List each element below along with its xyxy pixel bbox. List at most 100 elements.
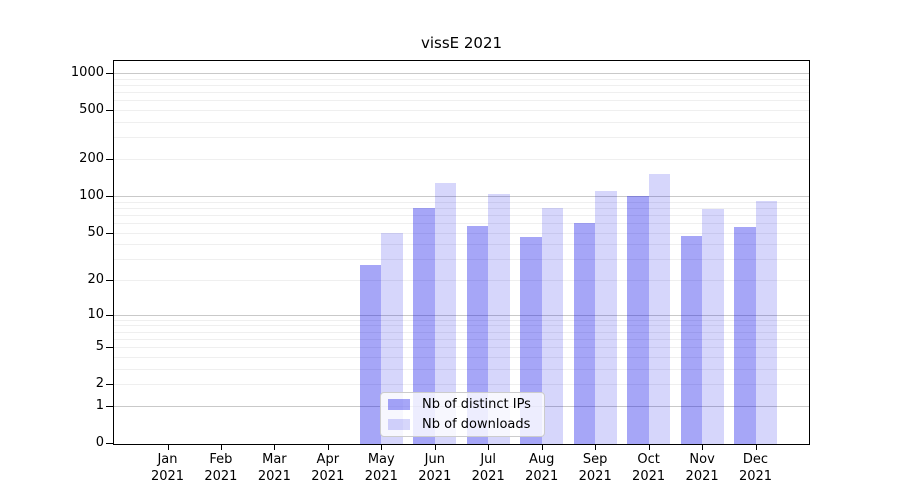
x-tick-mark xyxy=(541,445,543,450)
x-tick-mark xyxy=(327,445,329,450)
x-tick-month: Apr xyxy=(316,452,340,467)
x-tick-year: 2021 xyxy=(578,469,612,484)
x-tick-year: 2021 xyxy=(311,469,345,484)
minor-gridline xyxy=(114,201,809,203)
x-tick-mark xyxy=(274,445,276,450)
x-tick-month: Jul xyxy=(480,452,497,467)
minor-gridline xyxy=(114,325,809,327)
x-tick-month: Jun xyxy=(424,452,445,467)
minor-gridline xyxy=(114,159,809,160)
y-tick-label: 0 xyxy=(95,435,104,450)
y-tick-mark xyxy=(106,110,113,112)
x-tick-month: Oct xyxy=(637,452,660,467)
x-tick-year: 2021 xyxy=(418,469,452,484)
legend-swatch-distinct-ips xyxy=(388,399,410,410)
bar xyxy=(755,200,777,444)
x-tick-year: 2021 xyxy=(150,469,185,484)
bar xyxy=(488,193,510,444)
x-tick-label: Nov 2021 xyxy=(670,451,734,485)
legend: Nb of distinct IPs Nb of downloads xyxy=(380,392,545,437)
x-tick-year: 2021 xyxy=(471,469,505,484)
bar xyxy=(381,232,403,444)
x-tick-mark xyxy=(648,445,650,450)
x-tick-month: Sep xyxy=(582,452,608,467)
x-tick-year: 2021 xyxy=(204,469,238,484)
x-tick-mark xyxy=(167,445,169,450)
minor-gridline xyxy=(114,368,809,370)
x-tick-label: May 2021 xyxy=(349,451,413,485)
y-tick-label: 100 xyxy=(79,187,104,203)
x-tick-mark xyxy=(488,445,490,450)
y-tick-label: 20 xyxy=(87,272,104,287)
x-tick-month: May xyxy=(367,452,395,467)
x-tick-month: Nov xyxy=(689,452,715,467)
x-tick-label: Jul 2021 xyxy=(456,451,520,485)
y-tick-label: 1000 xyxy=(70,65,104,80)
minor-gridline xyxy=(114,319,809,321)
legend-swatch-downloads xyxy=(388,419,410,430)
x-tick-year: 2021 xyxy=(632,469,666,484)
bar xyxy=(702,209,724,444)
y-tick-label: 1 xyxy=(95,397,104,413)
minor-gridline xyxy=(114,137,809,139)
legend-item-distinct-ips: Nb of distinct IPs xyxy=(388,397,544,412)
plot-area xyxy=(113,60,810,445)
y-tick-label: 200 xyxy=(79,151,104,166)
minor-gridline xyxy=(114,244,809,246)
bar xyxy=(466,225,489,444)
legend-label-downloads: Nb of downloads xyxy=(422,417,531,432)
x-tick-month: Feb xyxy=(209,452,233,467)
bar xyxy=(541,207,564,444)
bar xyxy=(734,226,756,444)
y-tick-label: 500 xyxy=(79,102,104,118)
x-tick-month: Jan xyxy=(157,452,178,467)
x-tick-label: Jan 2021 xyxy=(136,451,200,485)
minor-gridline xyxy=(114,122,809,123)
y-tick-label: 50 xyxy=(87,224,104,240)
minor-gridline xyxy=(114,222,809,224)
y-tick-mark xyxy=(106,280,113,281)
bar xyxy=(413,208,435,444)
minor-gridline xyxy=(114,78,809,80)
y-tick-mark xyxy=(106,314,113,316)
y-tick-mark xyxy=(106,232,113,234)
y-tick-mark xyxy=(106,405,113,407)
minor-gridline xyxy=(114,110,809,112)
y-tick-mark xyxy=(106,73,113,74)
x-tick-mark xyxy=(595,445,597,450)
major-gridline xyxy=(114,73,809,74)
legend-label-distinct-ips: Nb of distinct IPs xyxy=(422,397,531,412)
x-tick-year: 2021 xyxy=(525,469,559,484)
minor-gridline xyxy=(114,232,809,234)
minor-gridline xyxy=(114,207,809,209)
x-tick-mark xyxy=(702,445,704,450)
x-tick-label: Dec 2021 xyxy=(724,451,788,485)
major-gridline xyxy=(114,314,809,316)
minor-gridline xyxy=(114,214,809,216)
bar xyxy=(680,235,703,444)
x-tick-month: Aug xyxy=(528,452,555,467)
y-tick-mark xyxy=(106,195,113,197)
minor-gridline xyxy=(114,356,809,358)
bar xyxy=(573,222,596,444)
x-tick-label: Mar 2021 xyxy=(242,451,306,485)
y-tick-mark xyxy=(106,384,113,386)
y-tick-mark xyxy=(106,159,113,160)
x-tick-year: 2021 xyxy=(685,469,719,484)
y-tick-label: 2 xyxy=(95,376,104,392)
y-tick-mark xyxy=(106,443,113,444)
x-tick-mark xyxy=(220,445,222,450)
x-tick-label: Sep 2021 xyxy=(563,451,627,485)
bar xyxy=(627,195,649,444)
bar xyxy=(434,182,457,444)
y-tick-mark xyxy=(106,347,113,349)
minor-gridline xyxy=(114,347,809,349)
x-tick-year: 2021 xyxy=(257,469,291,484)
y-tick-label: 10 xyxy=(87,306,104,322)
x-tick-label: Jun 2021 xyxy=(403,451,467,485)
x-tick-mark xyxy=(755,445,757,450)
bar xyxy=(595,190,617,444)
chart-title: vissE 2021 xyxy=(420,34,503,52)
minor-gridline xyxy=(114,259,809,261)
